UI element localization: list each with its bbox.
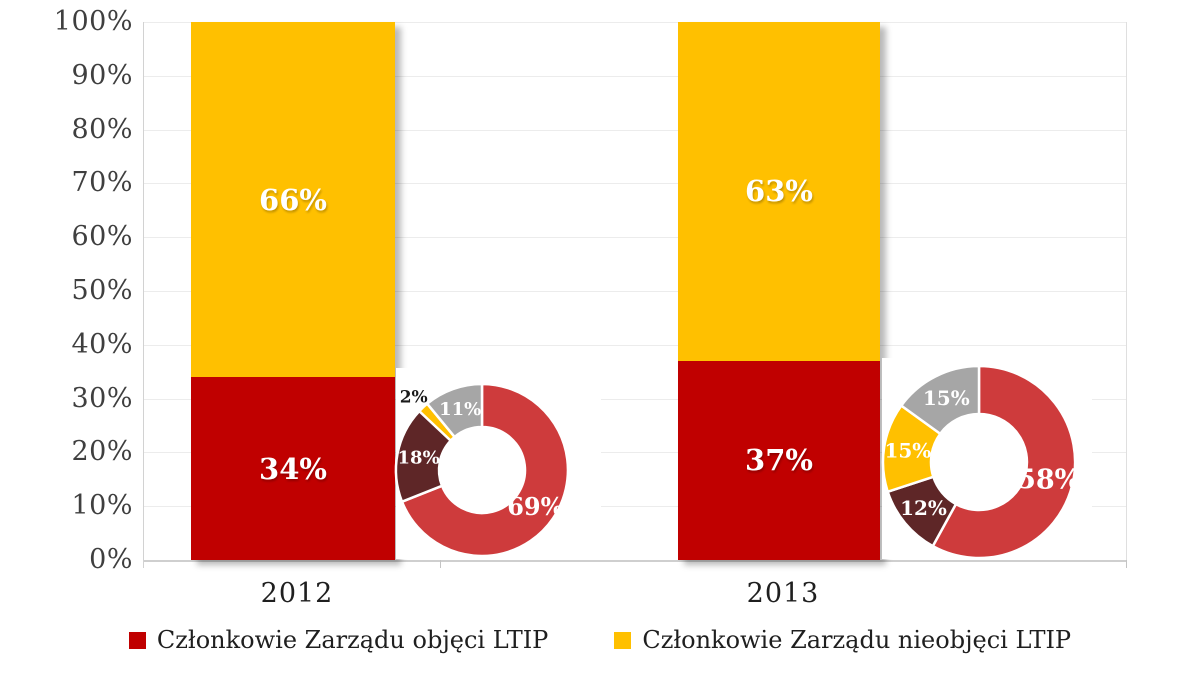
stacked-bar: 34% 66% bbox=[191, 22, 395, 560]
bar-segment: 66% bbox=[191, 22, 395, 378]
x-axis-tick bbox=[440, 560, 441, 568]
gridline bbox=[143, 291, 1126, 292]
donut-slice-label: 18% bbox=[398, 447, 440, 468]
gridline bbox=[143, 183, 1126, 185]
gridline bbox=[143, 452, 1126, 454]
gridline bbox=[143, 75, 1126, 77]
category-label: 2013 bbox=[746, 578, 820, 609]
legend-item: Członkowie Zarządu nieobjęci LTIP bbox=[614, 626, 1071, 654]
donut-slice-label: 2% bbox=[400, 387, 428, 407]
donut-slice-label: 58% bbox=[1017, 464, 1080, 495]
legend-label: Członkowie Zarządu nieobjęci LTIP bbox=[642, 626, 1072, 654]
y-axis-tick-label: 70% bbox=[71, 167, 133, 199]
donut-slice bbox=[900, 364, 981, 436]
x-axis-tick bbox=[1126, 560, 1127, 568]
y-axis-tick-label: 80% bbox=[71, 113, 133, 145]
stacked-bar: 37% 63% bbox=[678, 22, 880, 560]
y-axis-tick-label: 100% bbox=[53, 5, 133, 37]
legend-label: Członkowie Zarządu objęci LTIP bbox=[156, 626, 549, 654]
gridline bbox=[143, 398, 1126, 400]
gridline bbox=[143, 129, 1126, 131]
gridline bbox=[143, 237, 1126, 239]
y-axis-tick-label: 60% bbox=[71, 221, 133, 253]
donut-slice-label: 11% bbox=[439, 399, 481, 420]
y-axis-tick-label: 0% bbox=[89, 543, 133, 575]
gridline bbox=[143, 344, 1126, 346]
donut-slice bbox=[931, 364, 1077, 560]
bar-segment-label: 63% bbox=[745, 174, 813, 209]
plot-right-border bbox=[1126, 22, 1127, 560]
gridline bbox=[143, 22, 1126, 23]
donut-slice bbox=[425, 382, 484, 439]
bar-segment: 63% bbox=[678, 22, 880, 361]
donut-slice bbox=[400, 382, 570, 558]
donut-slice-label: 15% bbox=[923, 386, 970, 410]
bar-segment: 37% bbox=[678, 360, 880, 560]
bar-segment-label: 66% bbox=[259, 182, 327, 217]
legend-swatch-red bbox=[128, 631, 146, 649]
donut-slice-label: 15% bbox=[884, 439, 931, 463]
y-axis-tick-label: 50% bbox=[71, 274, 133, 306]
y-axis-tick-label: 30% bbox=[71, 382, 133, 414]
donut-slice-label: 69% bbox=[507, 492, 563, 521]
y-axis-line bbox=[143, 22, 144, 568]
y-axis-tick-label: 20% bbox=[71, 436, 133, 468]
category-label: 2012 bbox=[260, 578, 334, 609]
gridline bbox=[143, 506, 1126, 508]
legend: Członkowie Zarządu objęci LTIP Członkowi… bbox=[0, 622, 1200, 658]
y-axis-tick-label: 40% bbox=[71, 328, 133, 360]
y-axis-tick-label: 90% bbox=[71, 59, 133, 91]
x-axis-line bbox=[143, 560, 1127, 562]
bar-segment-label: 37% bbox=[745, 443, 813, 478]
bar-segment-label: 34% bbox=[259, 451, 327, 486]
legend-swatch-yellow bbox=[614, 631, 632, 649]
y-axis-tick-label: 10% bbox=[71, 490, 133, 522]
legend-item: Członkowie Zarządu objęci LTIP bbox=[128, 626, 549, 654]
donut-slice-label: 12% bbox=[900, 496, 947, 520]
bar-segment: 34% bbox=[191, 377, 395, 560]
